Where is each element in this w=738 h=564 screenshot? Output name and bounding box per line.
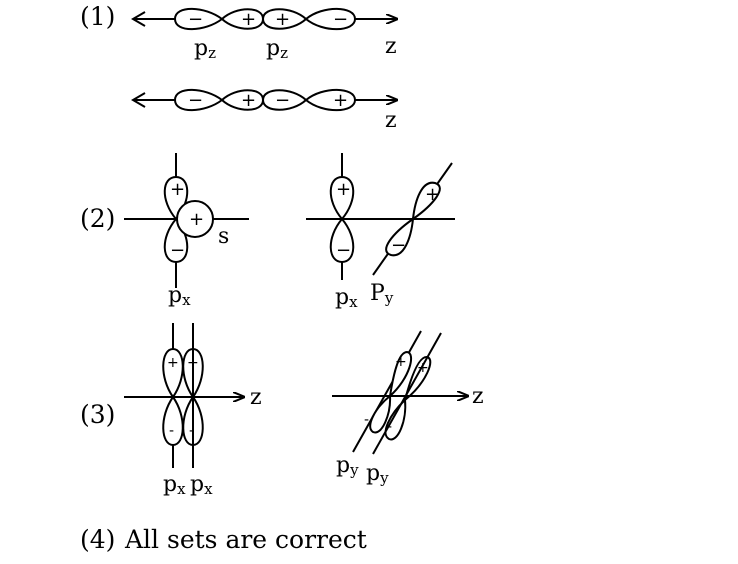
- px-lobe-down: [182, 395, 204, 447]
- set3-right: [332, 330, 468, 455]
- px-lobe-up: [329, 175, 355, 221]
- lobe: [173, 7, 224, 31]
- lobe: [304, 7, 357, 31]
- lobe: [261, 8, 308, 30]
- lobe-sign: −: [188, 9, 203, 30]
- lobe-sign: −: [188, 90, 203, 111]
- s-orbital: [176, 200, 214, 238]
- axis-label: z: [385, 108, 397, 133]
- lobe-sign: +: [187, 355, 199, 371]
- set2-right: [306, 153, 455, 280]
- lobe-sign: -: [364, 412, 369, 428]
- orbital-label: pz: [266, 36, 288, 62]
- lobe: [304, 88, 357, 112]
- lobe-sign: −: [275, 90, 290, 111]
- orbital-label: px: [190, 472, 213, 498]
- lobe-sign: -: [169, 423, 174, 439]
- py-lobe-up: [411, 181, 441, 222]
- py-lobe-down: [385, 216, 415, 257]
- py-lobe-down: [369, 394, 392, 434]
- axis-label: z: [385, 34, 397, 59]
- axis-label: z: [250, 385, 262, 410]
- orbital-label: px: [335, 285, 358, 311]
- set1-bottom: [131, 88, 397, 112]
- px-lobe-down: [162, 395, 184, 447]
- py-lobe-up: [403, 356, 432, 403]
- lobe: [173, 88, 224, 112]
- lobe-sign: +: [333, 90, 348, 111]
- lobe-sign: +: [170, 179, 185, 200]
- py-lobe-up: [388, 350, 412, 399]
- s-sign: +: [189, 209, 204, 230]
- lobe-sign: +: [417, 360, 429, 376]
- lobe-sign: +: [425, 184, 440, 205]
- lobe-sign: −: [333, 9, 348, 30]
- lobe-sign: +: [275, 9, 290, 30]
- set3-left: [124, 323, 244, 468]
- set1-top: [131, 7, 397, 31]
- px-lobe-up: [162, 347, 184, 399]
- lobe-sign: −: [170, 240, 185, 261]
- set2-left: [124, 153, 249, 288]
- option-label-3: (3): [80, 400, 115, 429]
- orbital-label: pz: [194, 36, 216, 62]
- lobe-sign: +: [336, 179, 351, 200]
- lobe-sign: +: [241, 9, 256, 30]
- option-label-4: (4): [80, 525, 115, 554]
- lobe-sign: -: [387, 419, 392, 435]
- s-label: s: [218, 224, 229, 249]
- orbital-label: py: [336, 453, 359, 479]
- lobe: [261, 89, 308, 111]
- lobe-sign: -: [189, 423, 194, 439]
- px-lobe-down: [329, 217, 355, 264]
- px-lobe-up: [182, 347, 204, 399]
- orbital-label: py: [366, 461, 389, 487]
- lobe-sign: +: [167, 355, 179, 371]
- option-4-text: All sets are correct: [124, 525, 367, 554]
- axis-label: z: [472, 384, 484, 409]
- lobe-sign: +: [395, 354, 407, 370]
- orbital-label: Py: [370, 281, 394, 307]
- orbital-label: px: [163, 472, 186, 498]
- orbital-label: px: [168, 283, 191, 309]
- lobe-sign: +: [241, 90, 256, 111]
- option-label-1: (1): [80, 2, 115, 31]
- py-lobe-down: [384, 397, 407, 441]
- lobe-sign: −: [391, 235, 406, 256]
- lobe-sign: −: [336, 240, 351, 261]
- option-label-2: (2): [80, 204, 115, 233]
